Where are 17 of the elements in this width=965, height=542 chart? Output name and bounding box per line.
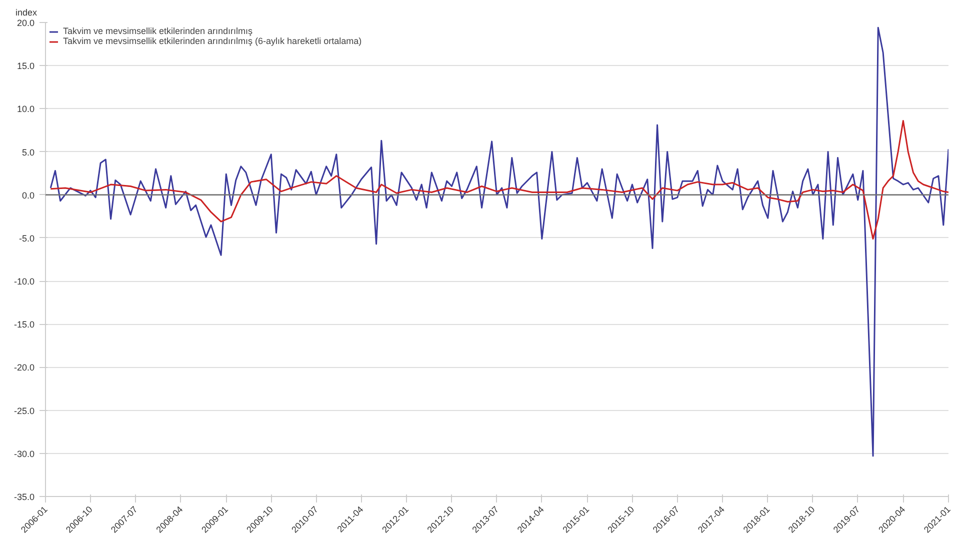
- y-tick-label: -30.0: [14, 448, 34, 459]
- y-tick-label: -25.0: [14, 406, 34, 416]
- y-tick-label: -10.0: [14, 276, 34, 287]
- legend-label: Takvim ve mevsimsellik etkilerinden arındırılmış (6-aylık hareketli ortalama): [63, 36, 362, 46]
- y-tick-label: 15.0: [16, 61, 35, 72]
- y-tick-label: 5.0: [22, 147, 35, 158]
- legend-label: Takvim ve mevsimsellik etkilerinden arındırılmış: [63, 26, 253, 36]
- line-series: [50, 120, 948, 240]
- line-series: [50, 26, 948, 457]
- y-tick-label: 10.0: [16, 104, 35, 114]
- y-axis-title: index: [16, 8, 38, 18]
- y-tick-label: 20.0: [16, 18, 35, 28]
- y-tick-label: -20.0: [14, 362, 34, 373]
- y-tick-label: 0.0: [22, 190, 35, 200]
- y-tick-label: -35.0: [14, 492, 34, 502]
- y-tick-label: -15.0: [14, 320, 34, 330]
- y-tick-label: -5.0: [18, 233, 35, 244]
